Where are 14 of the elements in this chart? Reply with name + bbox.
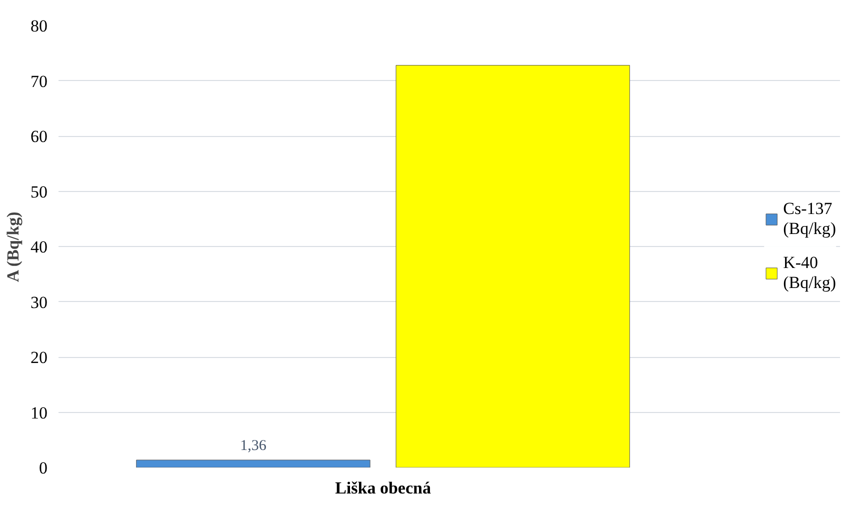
y-axis-title: A (Bq/kg) xyxy=(4,212,22,282)
y-tick-label: 60 xyxy=(30,127,48,146)
y-tick-label: 10 xyxy=(30,403,48,422)
legend-label: K-40 (Bq/kg) xyxy=(783,253,836,293)
y-tick-label: 0 xyxy=(39,458,48,478)
data-label: 1,36 xyxy=(240,438,267,454)
y-tick-label: 40 xyxy=(30,238,48,256)
legend-label: Cs-137 (Bq/kg) xyxy=(783,199,836,239)
y-tick-label: 50 xyxy=(30,182,48,202)
y-tick-label: 80 xyxy=(30,16,48,36)
y-tick-label: 30 xyxy=(30,292,48,312)
y-tick-label: 70 xyxy=(30,72,48,91)
y-tick-label: 20 xyxy=(30,348,48,367)
x-tick-label: Liška obecná xyxy=(335,478,432,498)
